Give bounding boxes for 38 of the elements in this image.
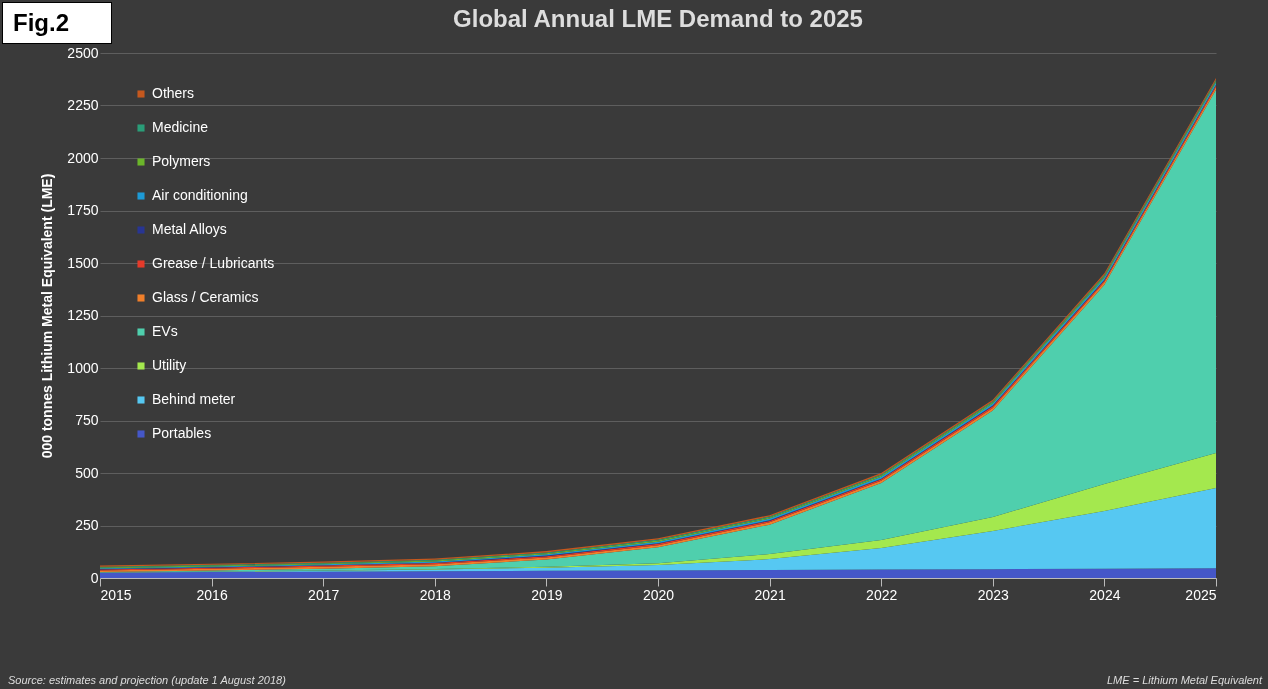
legend-label: Grease / Lubricants	[152, 255, 275, 271]
x-tick-label: 2022	[866, 586, 898, 603]
y-tick-label: 0	[90, 569, 99, 586]
legend-label: Polymers	[152, 153, 211, 169]
x-tick-label: 2019	[531, 586, 563, 603]
text: LME = Lithium Metal Equivalent	[1107, 674, 1262, 686]
y-tick-label: 750	[75, 412, 99, 428]
legend-label: Others	[152, 85, 195, 101]
y-tick-label: 2500	[67, 44, 99, 61]
legend-label: Air conditioning	[152, 187, 248, 203]
y-tick-label: 250	[75, 517, 99, 533]
x-tick-label: 2018	[419, 586, 452, 603]
caption: Fig.2	[2, 2, 113, 44]
legend-label: Portables	[152, 425, 212, 441]
y-tick-label: 2000	[67, 149, 99, 166]
legend-label: EVs	[152, 323, 178, 339]
legend-label: Behind meter	[152, 391, 236, 407]
legend-label: Metal Alloys	[152, 221, 227, 237]
y-tick-label: 1750	[67, 202, 99, 218]
x-tick-label: 2024	[1089, 586, 1121, 603]
x-tick-label: 2015	[100, 586, 132, 603]
y-tick-label: 1000	[67, 359, 99, 376]
y-tick-label: 1500	[67, 254, 99, 271]
chart-title: Global Annual LME Demand to 2025	[453, 5, 863, 32]
x-tick-label: 2021	[754, 586, 786, 603]
x-tick-label: 2017	[308, 586, 340, 603]
x-tick-label: 2020	[642, 586, 675, 603]
y-axis-title: 000 tonnes Lithium Metal Equivalent (LME)	[39, 173, 56, 459]
source-note: Source: estimates and projection (update 1 August 2018)	[8, 674, 286, 686]
legend-label: Utility	[152, 357, 187, 373]
legend-label: Medicine	[152, 119, 209, 135]
y-tick-label: 500	[75, 464, 99, 481]
x-tick-label: 2025	[1185, 586, 1217, 603]
y-tick-label: 2250	[67, 97, 99, 113]
y-tick-label: 1250	[67, 307, 99, 323]
legend-label: Glass / Ceramics	[152, 289, 259, 305]
x-tick-label: 2023	[977, 586, 1010, 603]
x-tick-label: 2016	[196, 586, 228, 603]
